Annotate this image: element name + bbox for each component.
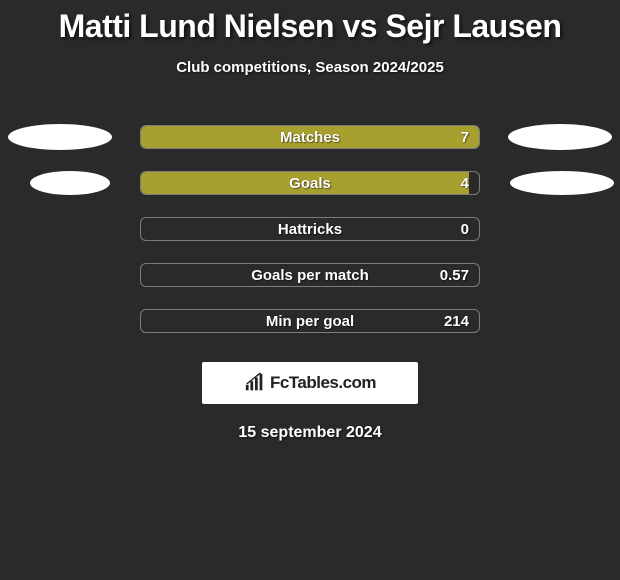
stat-label: Matches [141,129,479,146]
left-ellipse [30,171,110,195]
brand-name: FcTables.com [270,373,376,393]
stat-bar: Hattricks0 [140,217,480,241]
stat-bar: Goals per match0.57 [140,263,480,287]
stat-row: Goals per match0.57 [0,252,620,298]
stat-label: Goals [141,175,479,192]
stat-bar: Goals4 [140,171,480,195]
stat-bar: Matches7 [140,125,480,149]
stat-row: Matches7 [0,114,620,160]
bar-chart-icon [244,372,266,394]
stat-value: 4 [461,175,469,192]
stat-bar: Min per goal214 [140,309,480,333]
stat-row: Min per goal214 [0,298,620,344]
stat-value: 0.57 [440,267,469,284]
stat-value: 214 [444,313,469,330]
comparison-infographic: Matti Lund Nielsen vs Sejr Lausen Club c… [0,0,620,442]
generation-date: 15 september 2024 [0,424,620,442]
stat-label: Min per goal [141,313,479,330]
brand-badge: FcTables.com [202,362,418,404]
left-ellipse [8,124,112,150]
page-subtitle: Club competitions, Season 2024/2025 [0,59,620,76]
stat-value: 7 [461,129,469,146]
stat-row: Goals4 [0,160,620,206]
right-ellipse [508,124,612,150]
stat-value: 0 [461,221,469,238]
right-ellipse [510,171,614,195]
stat-label: Goals per match [141,267,479,284]
stat-row: Hattricks0 [0,206,620,252]
stats-area: Matches7Goals4Hattricks0Goals per match0… [0,114,620,344]
page-title: Matti Lund Nielsen vs Sejr Lausen [0,8,620,45]
stat-label: Hattricks [141,221,479,238]
